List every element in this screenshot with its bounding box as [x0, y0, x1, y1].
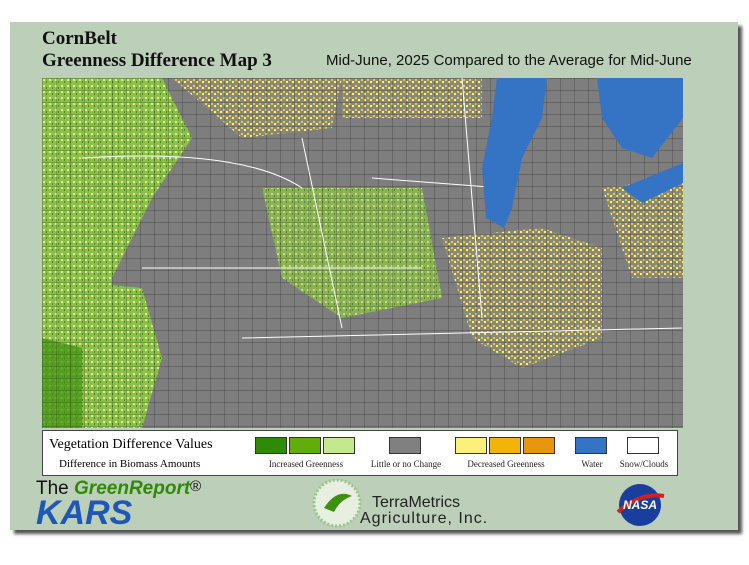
legend-label: Little or no Change [370, 459, 442, 469]
legend-swatch [289, 437, 321, 454]
title: CornBelt [42, 28, 117, 49]
map [42, 78, 683, 428]
legend-title: Vegetation Difference Values [49, 437, 213, 452]
report-name: GreenReport [74, 478, 191, 499]
legend-subtitle: Difference in Biomass Amounts [59, 458, 201, 470]
legend-swatch [489, 437, 521, 454]
legend-swatch [255, 437, 287, 454]
lake-huron [597, 78, 683, 158]
legend-swatch [389, 437, 421, 454]
lake-michigan [482, 78, 547, 228]
legend-label: Water [581, 459, 603, 469]
terrametrics-logo [312, 478, 362, 528]
legend-swatch [627, 437, 659, 454]
subtitle: Greenness Difference Map 3 [42, 50, 272, 71]
report-prefix: The [36, 478, 69, 499]
report-mark: ® [190, 478, 202, 495]
nasa-text: NASA [623, 498, 657, 512]
legend-swatch [323, 437, 355, 454]
legend-label: Increased Greenness [268, 459, 344, 469]
nasa-logo: NASA [616, 484, 665, 526]
legend-label: Snow/Clouds [619, 459, 669, 469]
company: TerraMetrics [372, 494, 461, 511]
legend-swatch [575, 437, 607, 454]
period: Mid-June, 2025 Compared to the Average f… [326, 52, 692, 69]
legend-label: Decreased Greenness [467, 459, 545, 469]
legend-swatch [523, 437, 555, 454]
company-sub: Agriculture, Inc. [360, 510, 489, 527]
legend: Vegetation Difference Values Difference … [42, 430, 678, 476]
kars-logo: KARS [36, 494, 133, 532]
report-title: The GreenReport® [36, 478, 201, 500]
lake-erie [622, 163, 683, 203]
legend-swatch [455, 437, 487, 454]
